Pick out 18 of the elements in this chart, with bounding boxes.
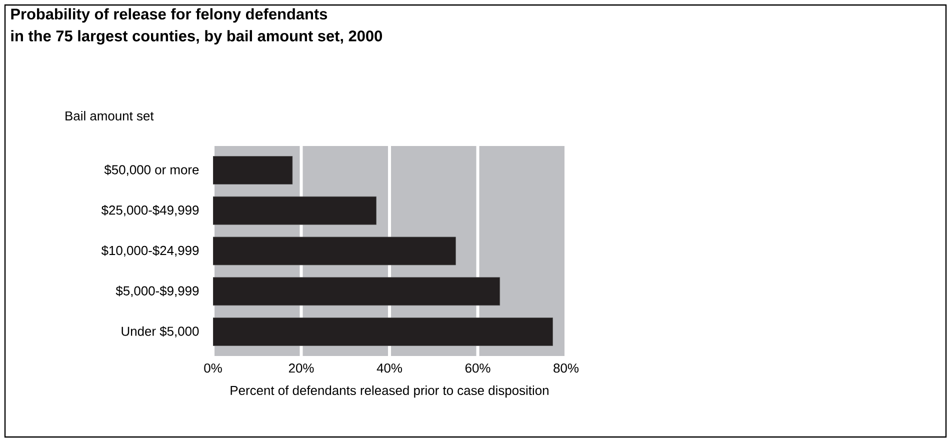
y-tick-label: Under $5,000 — [122, 326, 199, 338]
x-tick-label: 80% — [554, 364, 579, 373]
bar — [213, 318, 553, 346]
x-axis-title: Percent of defendants released prior to case disposition — [230, 386, 548, 398]
x-tick-label: 40% — [376, 364, 402, 373]
bar — [213, 196, 376, 225]
x-tick-label: 20% — [288, 364, 314, 373]
x-tick-label: 60% — [465, 364, 490, 373]
bar — [213, 156, 293, 184]
y-tick-label: $10,000-$24,999 — [101, 245, 199, 257]
x-tick-label: 0% — [204, 364, 222, 373]
y-axis-title: Bail amount set — [66, 110, 154, 120]
chart-title: Probability of release for felony defendants in the 75 largest counties, by bail amount set, 2000 — [11, 8, 382, 45]
bar — [213, 277, 500, 306]
y-tick-label: $5,000-$9,999 — [116, 286, 199, 297]
y-tick-label: $25,000-$49,999 — [101, 204, 199, 216]
bar — [213, 236, 456, 266]
y-tick-label: $50,000 or more — [104, 164, 199, 176]
